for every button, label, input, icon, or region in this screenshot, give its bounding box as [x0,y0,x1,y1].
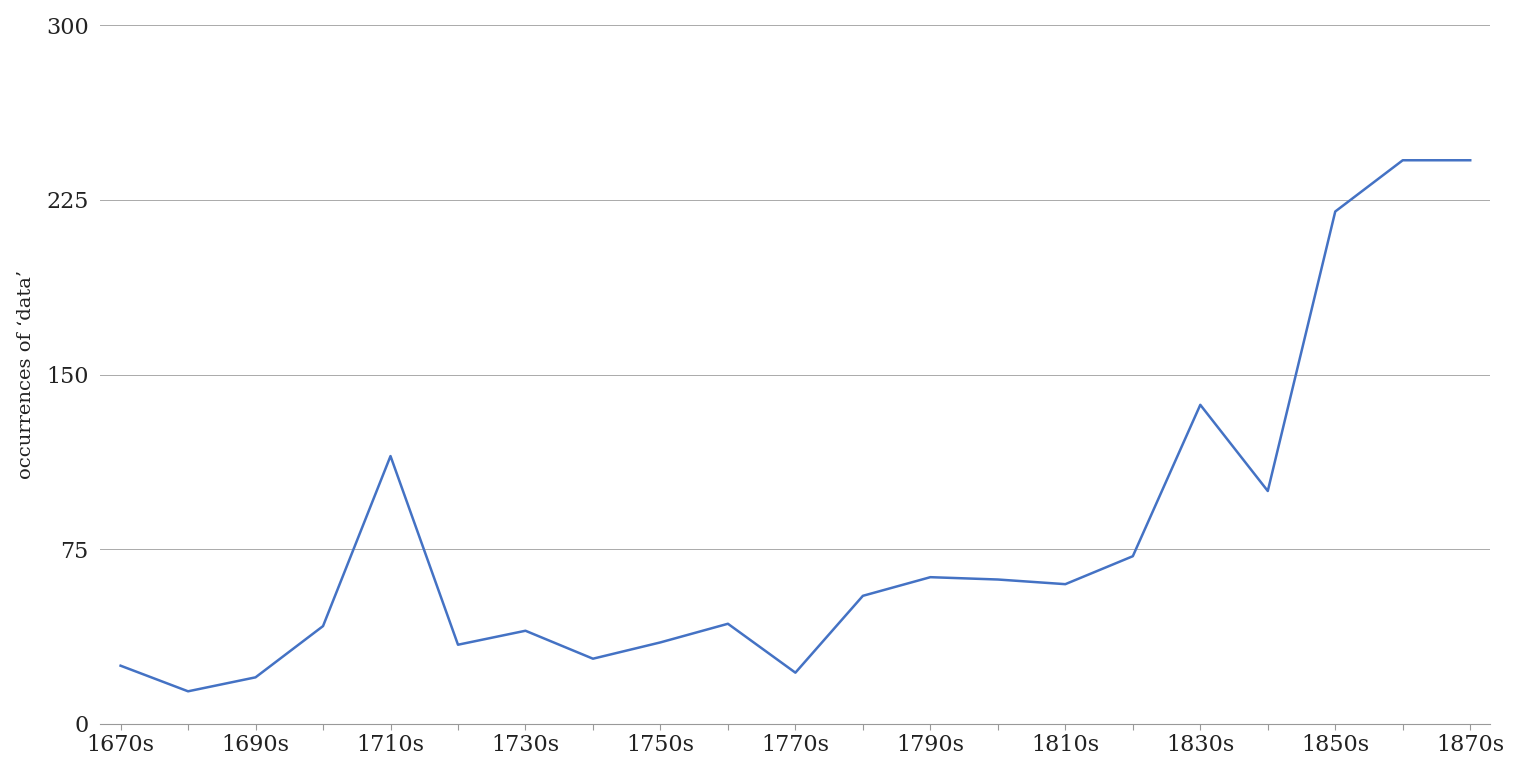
Y-axis label: occurrences of ‘data’: occurrences of ‘data’ [17,270,35,479]
